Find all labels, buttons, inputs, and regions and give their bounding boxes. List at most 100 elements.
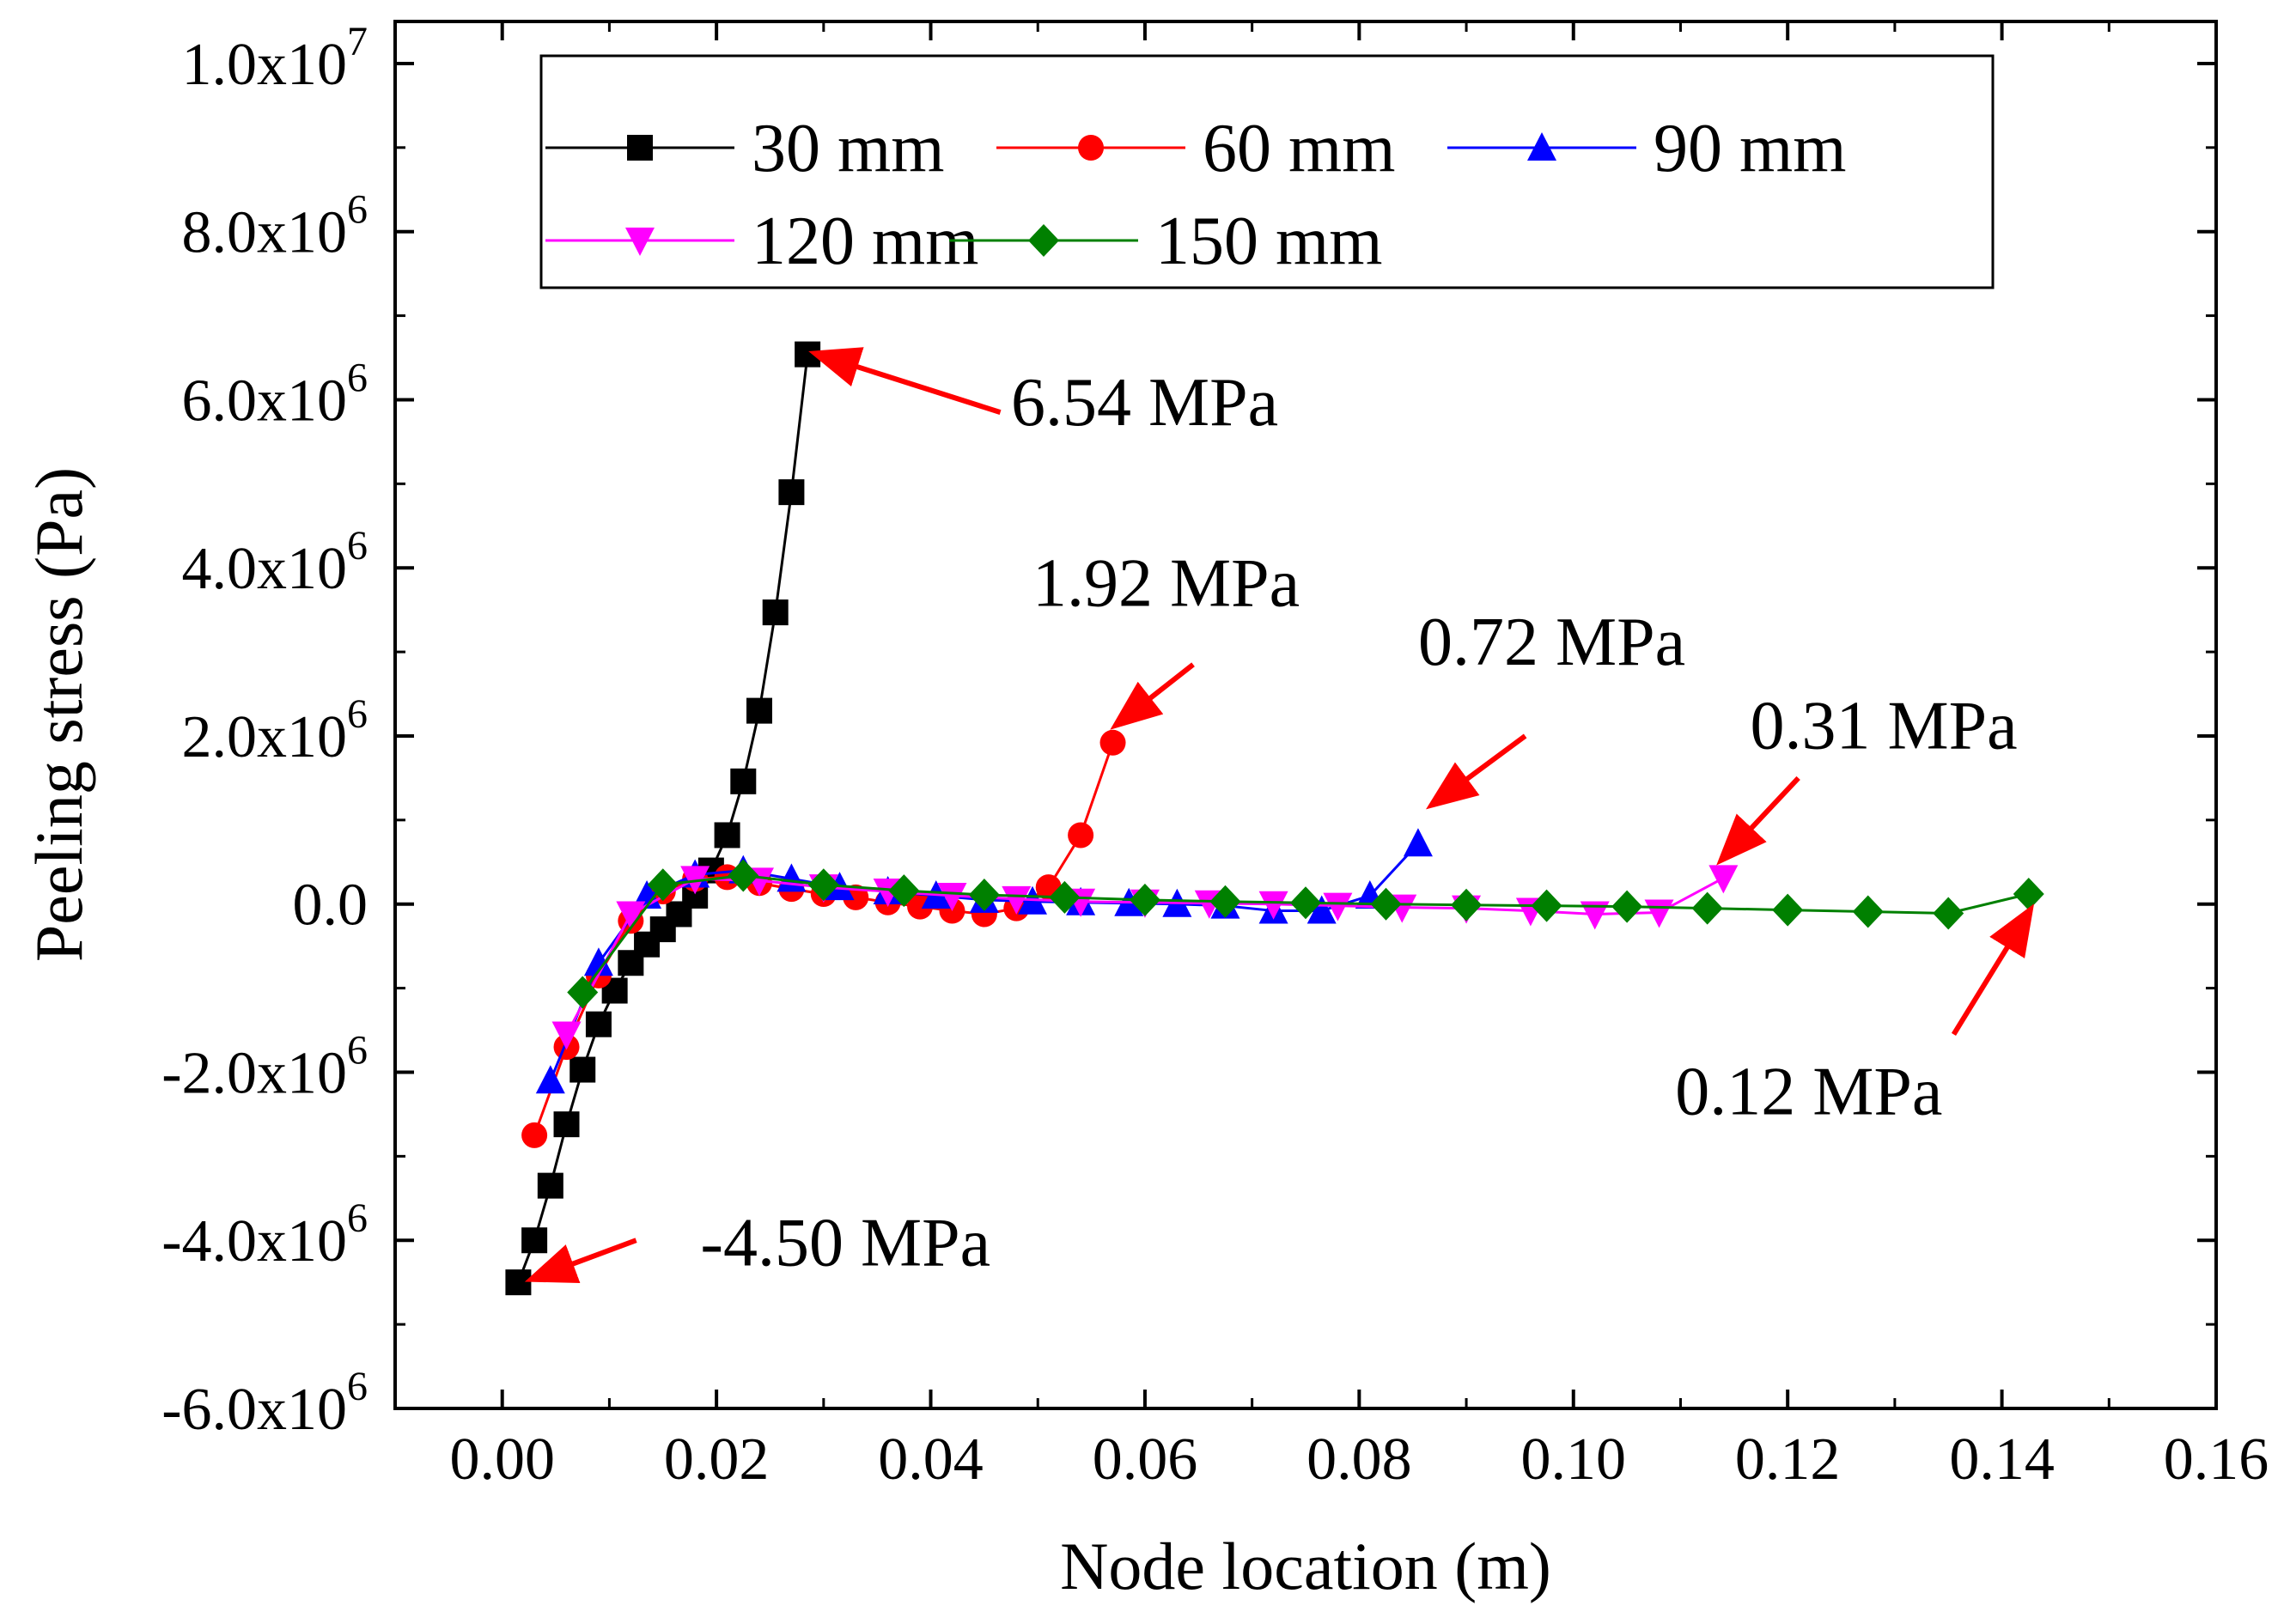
y-tick-label: 1.0x107 (182, 19, 368, 98)
data-point (1451, 888, 1483, 921)
y-tick-label: -6.0x106 (161, 1364, 368, 1443)
axes-layer: 0.00 0.02 0.04 0.06 0.08 0.10 0.12 0.14 0.16 -6.0… (161, 19, 2269, 1493)
x-tick-label: 0.12 (1735, 1426, 1841, 1493)
data-point (551, 1021, 582, 1050)
y-tick-label: -4.0x106 (161, 1195, 368, 1274)
annotation-label: 1.92 MPa (1032, 545, 1300, 621)
annotation-label: 0.72 MPa (1418, 605, 1685, 680)
data-point (1306, 895, 1337, 924)
data-point (730, 768, 757, 794)
data-point (1531, 889, 1562, 922)
data-point (1209, 885, 1241, 918)
legend-label: 60 mm (1203, 111, 1395, 186)
x-tick-label: 0.02 (664, 1426, 770, 1493)
data-point (567, 976, 599, 1009)
x-tick-label: 0.04 (878, 1426, 984, 1493)
y-tick-label: 2.0x106 (182, 691, 368, 770)
data-point (535, 1065, 565, 1094)
data-point (521, 1227, 548, 1254)
data-point (585, 1011, 612, 1037)
annotation-arrow (524, 1238, 637, 1284)
data-point (1708, 865, 1739, 894)
annotation-arrow (1425, 733, 1527, 810)
data-point (505, 1269, 532, 1296)
data-point (714, 822, 740, 848)
series-layer (505, 341, 2044, 1296)
data-point (1068, 822, 1094, 848)
x-tick-label: 0.14 (1949, 1426, 2055, 1493)
annotation-arrow (808, 347, 1002, 415)
data-point (583, 947, 613, 976)
data-point (795, 341, 821, 368)
y-tick-label: 6.0x106 (182, 355, 368, 434)
data-point (746, 697, 772, 724)
data-point (1323, 892, 1353, 921)
legend-marker (627, 135, 653, 161)
series-line (517, 354, 809, 1283)
data-point (888, 874, 920, 908)
x-tick-label: 0.00 (449, 1426, 555, 1493)
data-point (1099, 729, 1126, 756)
legend-label: 30 mm (752, 111, 944, 186)
annotation-arrow (1716, 776, 1800, 866)
legend: 30 mm 60 mm 90 mm 120 mm 150 mm (539, 54, 1995, 289)
y-tick-label: 4.0x106 (182, 523, 368, 602)
legend-entry-30-mm: 30 mm (545, 111, 944, 186)
data-point (807, 868, 839, 902)
plot-frame (393, 20, 2218, 1410)
data-point (762, 599, 789, 626)
data-point (1002, 885, 1032, 915)
series-150-mm (567, 859, 2044, 1009)
annotation-label: -4.50 MPa (700, 1206, 990, 1281)
legend-entry-90-mm: 90 mm (1447, 111, 1846, 186)
legend-label: 150 mm (1155, 204, 1382, 279)
x-tick-label: 0.16 (2164, 1426, 2269, 1493)
legend-marker (1028, 224, 1059, 257)
legend-label: 90 mm (1654, 111, 1846, 186)
legend-marker (625, 228, 655, 256)
data-point (1403, 828, 1433, 857)
data-point (778, 479, 805, 506)
y-tick-label: 0.0 (293, 873, 368, 939)
data-point (1611, 890, 1643, 923)
data-point (1129, 883, 1160, 916)
data-point (2013, 877, 2044, 910)
data-point (968, 878, 1000, 911)
legend-entry-120-mm: 120 mm (545, 204, 978, 279)
data-point (1049, 880, 1081, 914)
data-point (1370, 887, 1402, 921)
data-point (937, 882, 967, 911)
legend-entry-60-mm: 60 mm (996, 111, 1395, 186)
data-point (1772, 893, 1804, 927)
legend-entry-150-mm: 150 mm (949, 204, 1382, 279)
annotation-label: 6.54 MPa (1011, 365, 1278, 441)
annotation-label: 0.12 MPa (1675, 1054, 1942, 1129)
series-90-mm (535, 828, 1433, 1094)
y-tick-label: 8.0x106 (182, 187, 368, 266)
legend-marker (1527, 132, 1556, 161)
annotations-layer: 6.54 MPa 1.92 MPa 0.72 MPa 0.31 MPa 0.12 MPa… (524, 347, 2035, 1284)
data-point (616, 901, 646, 930)
data-point (1258, 891, 1288, 920)
data-point (1580, 901, 1610, 930)
data-point (537, 1172, 563, 1199)
series-30-mm (505, 341, 821, 1296)
x-tick-label: 0.10 (1521, 1426, 1627, 1493)
data-point (1852, 895, 1884, 928)
x-tick-label: 0.06 (1093, 1426, 1198, 1493)
annotation-arrow (1110, 662, 1195, 730)
data-point (569, 1056, 596, 1083)
data-point (521, 1122, 548, 1148)
data-point (1290, 886, 1321, 920)
x-tick-label: 0.08 (1306, 1426, 1412, 1493)
legend-marker (1078, 135, 1104, 161)
series-60-mm (521, 729, 1126, 1148)
data-point (728, 859, 759, 892)
y-tick-label: -2.0x106 (161, 1027, 368, 1106)
data-point (1691, 891, 1723, 925)
x-axis-title: Node location (m) (1060, 1529, 1551, 1603)
legend-box (539, 54, 1995, 289)
legend-label: 120 mm (752, 204, 978, 279)
annotation-arrow (1951, 903, 2035, 1037)
